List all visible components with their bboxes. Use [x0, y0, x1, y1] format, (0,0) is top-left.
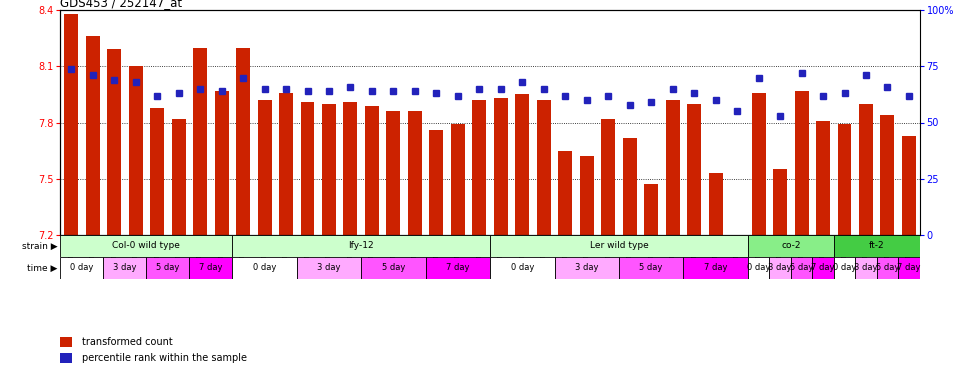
Bar [580, 156, 593, 235]
Text: percentile rank within the sample: percentile rank within the sample [82, 353, 247, 363]
Bar [451, 124, 465, 235]
Text: Col-0 wild type: Col-0 wild type [112, 242, 180, 250]
Bar [795, 91, 808, 235]
Bar [104, 257, 146, 279]
Text: lfy-12: lfy-12 [348, 242, 374, 250]
Text: co-2: co-2 [781, 242, 801, 250]
Text: 3 day: 3 day [113, 264, 136, 273]
Bar [172, 119, 185, 235]
Bar [60, 235, 232, 257]
Bar [748, 257, 769, 279]
Bar [493, 98, 508, 235]
Text: 7 day: 7 day [898, 264, 921, 273]
Bar [876, 257, 899, 279]
Bar [559, 151, 572, 235]
Bar [837, 124, 852, 235]
Bar [60, 352, 72, 363]
Text: 5 day: 5 day [790, 264, 813, 273]
Bar [365, 106, 379, 235]
Bar [232, 235, 490, 257]
Bar [129, 66, 143, 235]
Bar [601, 119, 615, 235]
Bar [665, 100, 680, 235]
Text: ft-2: ft-2 [869, 242, 884, 250]
Bar [425, 257, 490, 279]
Bar [232, 257, 297, 279]
Bar [791, 257, 812, 279]
Text: transformed count: transformed count [82, 337, 173, 347]
Bar [146, 257, 189, 279]
Text: 0 day: 0 day [833, 264, 856, 273]
Bar [387, 111, 400, 235]
Text: 0 day: 0 day [252, 264, 276, 273]
Text: GDS453 / 252147_at: GDS453 / 252147_at [60, 0, 182, 9]
Bar [279, 93, 293, 235]
Bar [748, 235, 833, 257]
Bar [708, 173, 723, 235]
Bar [150, 108, 164, 235]
Text: Ler wild type: Ler wild type [589, 242, 648, 250]
Bar [644, 184, 659, 235]
Bar [537, 100, 551, 235]
Bar [189, 257, 232, 279]
Text: 5 day: 5 day [156, 264, 180, 273]
Bar [880, 115, 895, 235]
Bar [85, 36, 100, 235]
Text: 0 day: 0 day [511, 264, 534, 273]
Bar [193, 48, 207, 235]
Bar [408, 111, 421, 235]
Bar [491, 235, 748, 257]
Bar [60, 337, 72, 347]
Bar [64, 14, 78, 235]
Text: 7 day: 7 day [704, 264, 728, 273]
Text: 5 day: 5 day [639, 264, 662, 273]
Bar [619, 257, 684, 279]
Bar [833, 257, 855, 279]
Bar [322, 104, 336, 235]
Bar [623, 138, 636, 235]
Bar [773, 169, 787, 235]
Bar [491, 257, 555, 279]
Text: 3 day: 3 day [854, 264, 877, 273]
Text: 3 day: 3 day [575, 264, 598, 273]
Bar [472, 100, 487, 235]
Bar [236, 48, 250, 235]
Text: time ▶: time ▶ [27, 264, 58, 273]
Text: 3 day: 3 day [317, 264, 341, 273]
Bar [429, 130, 444, 235]
Text: 7 day: 7 day [199, 264, 223, 273]
Bar [684, 257, 748, 279]
Bar [60, 257, 104, 279]
Bar [300, 102, 315, 235]
Bar [215, 91, 228, 235]
Bar [108, 49, 121, 235]
Bar [297, 257, 361, 279]
Text: 5 day: 5 day [382, 264, 405, 273]
Bar [555, 257, 619, 279]
Text: 0 day: 0 day [747, 264, 770, 273]
Bar [859, 104, 873, 235]
Text: 0 day: 0 day [70, 264, 94, 273]
Bar [344, 102, 357, 235]
Text: strain ▶: strain ▶ [22, 242, 58, 250]
Bar [752, 93, 765, 235]
Bar [361, 257, 425, 279]
Bar [899, 257, 920, 279]
Text: 7 day: 7 day [811, 264, 835, 273]
Bar [855, 257, 876, 279]
Text: 3 day: 3 day [768, 264, 792, 273]
Bar [812, 257, 833, 279]
Bar [833, 235, 920, 257]
Bar [816, 121, 830, 235]
Bar [902, 136, 916, 235]
Bar [687, 104, 701, 235]
Text: 7 day: 7 day [446, 264, 469, 273]
Bar [769, 257, 791, 279]
Text: 5 day: 5 day [876, 264, 900, 273]
Bar [516, 94, 529, 235]
Bar [257, 100, 272, 235]
